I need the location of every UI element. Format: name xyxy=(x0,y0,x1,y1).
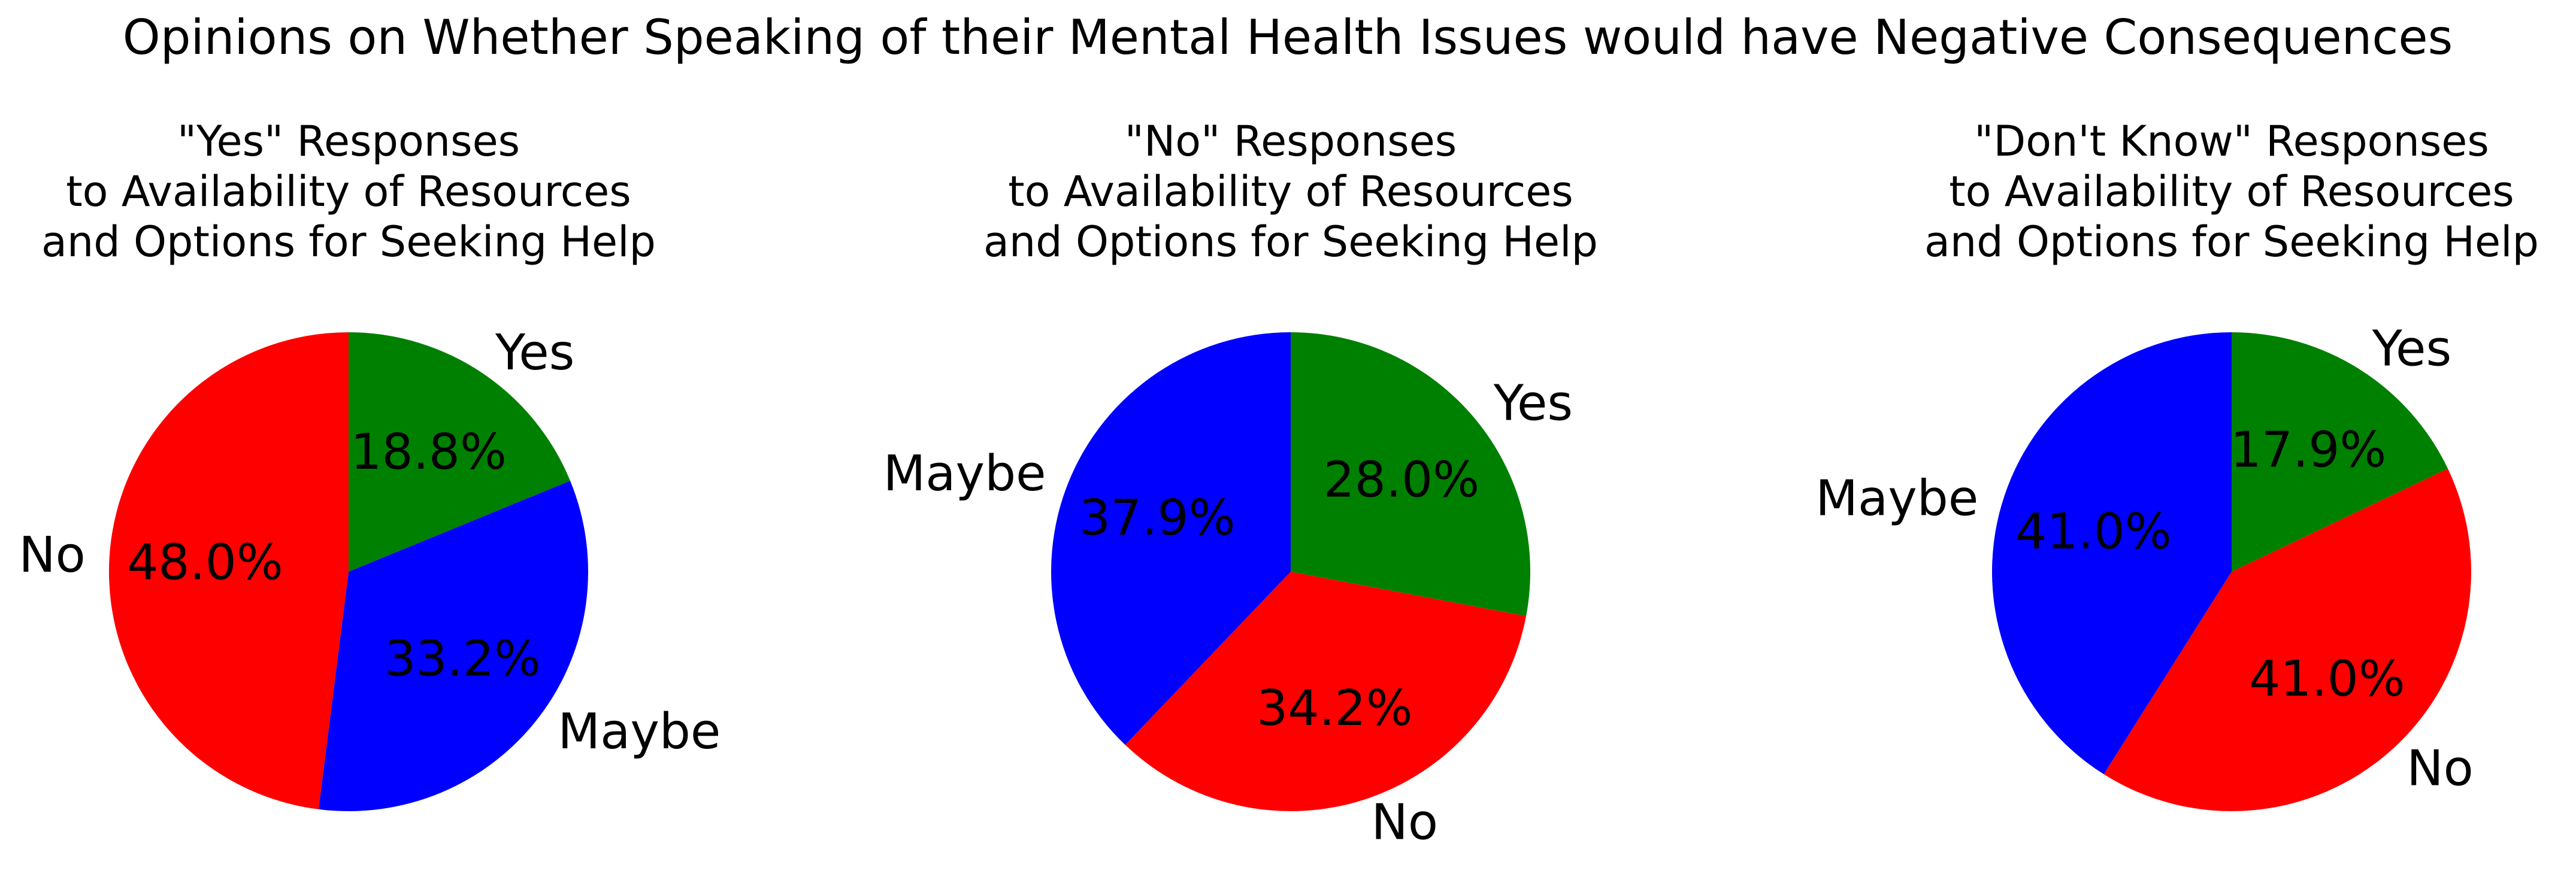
pie-slice-maybe xyxy=(1051,332,1291,745)
pie-chart-2: "No" Responses to Availability of Resourc… xyxy=(883,117,1598,851)
pie-category-label: Maybe xyxy=(558,703,721,760)
pie-slice-maybe xyxy=(318,481,588,812)
pie-pct-label: 41.0% xyxy=(2249,651,2405,708)
pie-title: "Don't Know" Responses to Availability of… xyxy=(1924,117,2539,266)
pie-slice-maybe xyxy=(1992,332,2232,775)
pie-title-line: to Availability of Resources xyxy=(1949,167,2514,216)
pie-pct-label: 18.8% xyxy=(350,424,507,481)
pie-slice-yes xyxy=(1291,332,1531,617)
pie-title-line: and Options for Seeking Help xyxy=(1924,217,2539,266)
pie-title-line: "No" Responses xyxy=(1125,117,1457,166)
pie-title-line: and Options for Seeking Help xyxy=(983,217,1598,266)
pie-category-label: Yes xyxy=(1493,375,1573,432)
pie-chart-3: "Don't Know" Responses to Availability of… xyxy=(1815,117,2539,812)
pie-title: "No" Responses to Availability of Resourc… xyxy=(983,117,1598,266)
pie-pct-label: 37.9% xyxy=(1079,490,1236,547)
pie-category-label: No xyxy=(1372,794,1439,851)
pie-category-label: Yes xyxy=(495,324,574,381)
pie-pct-label: 48.0% xyxy=(127,534,283,591)
pie-title-line: and Options for Seeking Help xyxy=(41,217,656,266)
pie-slice-no xyxy=(1125,572,1527,811)
pie-pct-label: 41.0% xyxy=(2015,503,2172,560)
pie-category-label: Maybe xyxy=(883,445,1046,502)
pie-slice-no xyxy=(108,332,349,809)
pie-pct-label: 28.0% xyxy=(1324,451,1480,508)
pie-chart-1: "Yes" Responses to Availability of Resour… xyxy=(19,117,721,812)
pie-category-label: Yes xyxy=(2372,320,2451,377)
pie-title-line: "Don't Know" Responses xyxy=(1974,117,2489,166)
pie-title-line: to Availability of Resources xyxy=(1008,167,1573,216)
pie-slice-no xyxy=(2103,468,2472,812)
pie-title: "Yes" Responses to Availability of Resour… xyxy=(41,117,656,266)
charts-container: "Yes" Responses to Availability of Resour… xyxy=(19,117,2539,851)
pie-category-label: No xyxy=(2407,740,2474,797)
pie-pct-label: 17.9% xyxy=(2230,422,2387,479)
pie-category-label: Maybe xyxy=(1815,470,1978,527)
pie-title-line: to Availability of Resources xyxy=(66,167,631,216)
figure-suptitle: Opinions on Whether Speaking of their Me… xyxy=(123,10,2453,65)
pie-slice-yes xyxy=(349,332,571,572)
pie-pct-label: 33.2% xyxy=(385,630,541,687)
pie-slice-yes xyxy=(2232,332,2448,572)
pie-pct-label: 34.2% xyxy=(1257,680,1413,737)
pie-category-label: No xyxy=(19,527,86,584)
pie-title-line: "Yes" Responses xyxy=(177,117,520,166)
